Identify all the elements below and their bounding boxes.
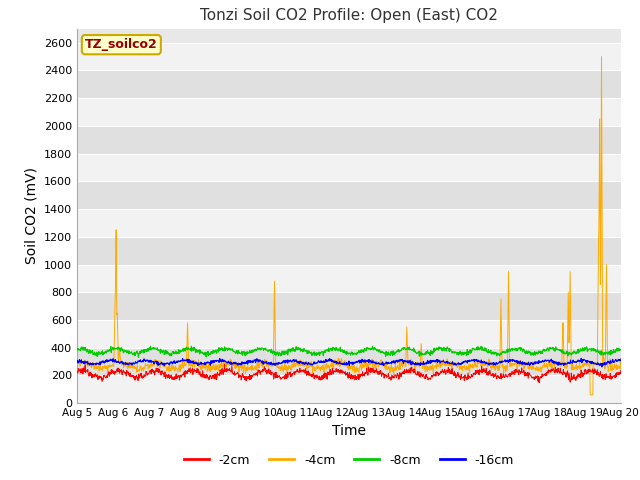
X-axis label: Time: Time [332, 424, 366, 438]
Bar [77, 154, 621, 181]
Bar [77, 209, 621, 237]
Bar [77, 98, 621, 126]
Bar [77, 292, 621, 320]
Bar [77, 264, 621, 292]
Bar [77, 126, 621, 154]
Y-axis label: Soil CO2 (mV): Soil CO2 (mV) [24, 168, 38, 264]
Bar [77, 320, 621, 348]
Text: TZ_soilco2: TZ_soilco2 [85, 38, 157, 51]
Title: Tonzi Soil CO2 Profile: Open (East) CO2: Tonzi Soil CO2 Profile: Open (East) CO2 [200, 9, 498, 24]
Bar [77, 375, 621, 403]
Legend: -2cm, -4cm, -8cm, -16cm: -2cm, -4cm, -8cm, -16cm [179, 449, 519, 472]
Bar [77, 71, 621, 98]
Bar [77, 181, 621, 209]
Bar [77, 237, 621, 264]
Bar [77, 348, 621, 375]
Bar [77, 43, 621, 71]
